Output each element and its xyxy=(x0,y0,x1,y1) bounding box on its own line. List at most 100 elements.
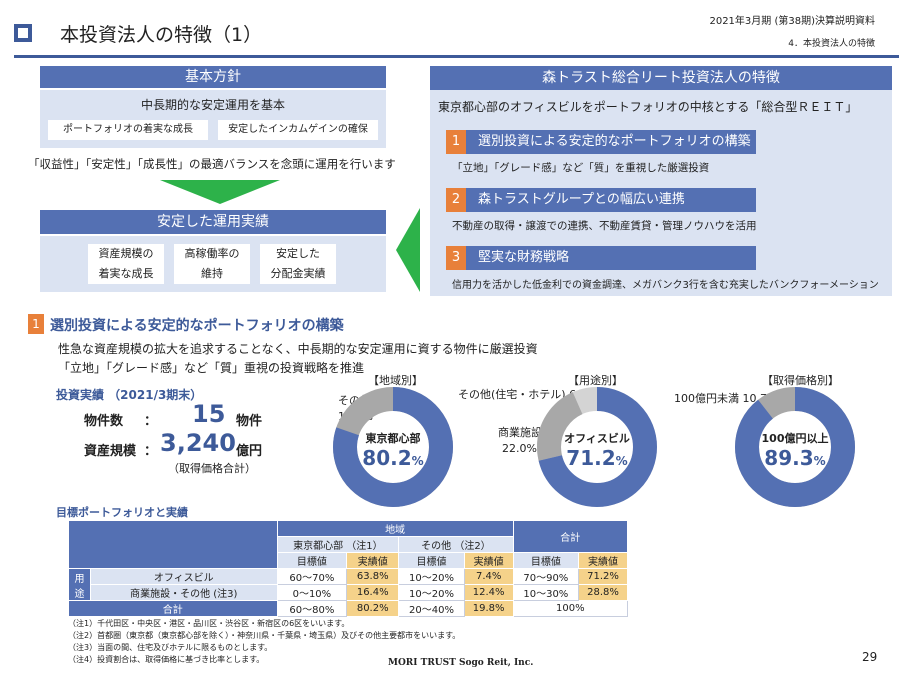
donut-region xyxy=(333,387,453,507)
table-cell: 0～10% xyxy=(276,584,348,601)
result-dividend: 安定した 分配金実績 xyxy=(260,244,336,284)
feature-1-desc: 「立地」「グレード感」など「質」を重視した厳選投資 xyxy=(452,162,710,174)
results-title: 投資実績 （2021/3期末） xyxy=(56,388,203,402)
result-occupancy-line2: 維持 xyxy=(201,267,223,280)
table-cell: 19.8% xyxy=(463,600,514,617)
table-cell: 100% xyxy=(512,600,629,617)
result-dividend-line2: 分配金実績 xyxy=(270,267,326,280)
donut-region-main-label: 東京都心部 xyxy=(365,432,421,445)
donut-region-main-arc xyxy=(333,387,453,507)
table-header-row1: 地域 合計 xyxy=(68,520,629,569)
donut-use-main-value: 71.2 xyxy=(566,446,616,470)
table-region-head: 地域 xyxy=(276,520,514,537)
donut-price-main-label: 100億円以上 xyxy=(761,432,829,445)
table-use-label: 用途 xyxy=(68,568,91,601)
section-label: 4．本投資法人の特徴 xyxy=(788,39,875,49)
result-asset-growth-line1: 資産規模の xyxy=(98,247,154,260)
features-panel: 東京都心部のオフィスビルをポートフォリオの中核とする「総合型ＲＥＩＴ」 1 選別… xyxy=(430,90,892,296)
donut-price-main-value: 89.3 xyxy=(764,446,814,470)
table-cell: 60～80% xyxy=(276,600,348,617)
table-cell: 16.4% xyxy=(346,584,400,601)
results-head: 安定した運用実績 xyxy=(40,210,386,234)
result-asset-growth-line2: 着実な成長 xyxy=(98,267,154,280)
donut-use-percent: % xyxy=(615,454,628,468)
donut-price-other-label: 100億円未満 10.7% xyxy=(674,392,778,405)
scale-colon: ： xyxy=(144,444,158,459)
feature-2: 2 森トラストグループとの幅広い連携 不動産の取得・譲渡での連携、不動産賃貸・管… xyxy=(446,188,757,233)
feature-3-title: 堅実な財務戦略 xyxy=(478,250,570,265)
table-cell: 20～40% xyxy=(398,600,465,617)
donut-use-commercial-arc xyxy=(537,387,657,507)
donut-price-main-arc xyxy=(735,387,855,507)
balance-text: 「収益性」「安定性」「成長性」の最適バランスを念頭に運用を行います xyxy=(28,157,396,171)
donut-use-other2-label: 商業施設 xyxy=(498,426,542,439)
table-cell: 12.4% xyxy=(463,584,514,601)
feature-2-number: 2 xyxy=(446,188,466,212)
features-lead: 東京都心部のオフィスビルをポートフォリオの中核とする「総合型ＲＥＩＴ」 xyxy=(438,100,858,114)
header-rule xyxy=(14,55,899,58)
basic-policy-panel: 中長期的な安定運用を基本 ポートフォリオの着実な成長 安定したインカムゲインの確… xyxy=(40,90,386,148)
feature-3: 3 堅実な財務戦略 信用力を活かした低金利での資金調達、メガバンク3行を含む充実… xyxy=(446,246,879,291)
down-arrow-icon xyxy=(160,180,280,204)
donut-price-percent: % xyxy=(813,454,826,468)
donut-use-main-arc xyxy=(537,387,657,507)
policy-box-income: 安定したインカムゲインの確保 xyxy=(218,120,378,140)
donut-use-other1-label: その他(住宅・ホテル) 6.8% xyxy=(458,388,598,401)
feature-1: 1 選別投資による安定的なポートフォリオの構築 「立地」「グレード感」など「質」… xyxy=(446,130,756,175)
table-actual-head: 実績値 xyxy=(578,552,628,569)
donut-use-title: 【用途別】 xyxy=(568,374,623,387)
feature-3-bar: 3 堅実な財務戦略 xyxy=(446,246,756,270)
feature-3-desc: 信用力を活かした低金利での資金調達、メガバンク3行を含む充実したバンクフォーメー… xyxy=(452,280,879,291)
count-unit: 物件 xyxy=(236,414,263,429)
feature-2-desc: 不動産の取得・譲渡での連携、不動産賃貸・管理ノウハウを活用 xyxy=(452,220,757,232)
table-other-head: その他 （注2） xyxy=(398,536,514,553)
feature-2-title: 森トラストグループとの幅広い連携 xyxy=(478,192,685,207)
result-occupancy: 高稼働率の 維持 xyxy=(174,244,250,284)
table-target-head: 目標値 xyxy=(276,552,348,569)
footer-company: MORI TRUST Sogo Reit, Inc. xyxy=(388,658,534,668)
note-4: （注4）投資割合は、取得価格に基づき比率とします。 xyxy=(68,655,265,664)
donut-use-other2-value: 22.0% xyxy=(502,442,537,455)
basic-policy-subtitle: 中長期的な安定運用を基本 xyxy=(140,98,285,112)
table-cell: 10～20% xyxy=(398,584,465,601)
scale-value: 3,240 xyxy=(160,429,236,457)
table-row: 用途 オフィスビル 60～70% 63.8% 10～20% 7.4% 70～90… xyxy=(68,568,628,601)
section1-heading: 選別投資による安定的なポートフォリオの構築 xyxy=(50,318,344,334)
table-cell: 80.2% xyxy=(346,600,400,617)
page-title: 本投資法人の特徴（1） xyxy=(60,24,263,46)
table-total-head: 合計 xyxy=(512,520,629,553)
table-cell: 60～70% xyxy=(276,568,348,585)
feature-2-bar: 2 森トラストグループとの幅広い連携 xyxy=(446,188,756,212)
donut-region-percent: % xyxy=(411,454,424,468)
count-label: 物件数 xyxy=(84,414,124,429)
donut-price xyxy=(735,387,855,507)
result-asset-growth: 資産規模の 着実な成長 xyxy=(88,244,164,284)
note-1: （注1）千代田区・中央区・港区・品川区・渋谷区・新宿区の6区をいいます。 xyxy=(68,619,350,628)
table-cell: 71.2% xyxy=(578,568,628,585)
donut-use-main-figure: 71.2% xyxy=(536,446,658,470)
fiscal-label: 2021年3月期 (第38期)決算説明資料 xyxy=(709,16,875,27)
donut-price-main-figure: 89.3% xyxy=(734,446,856,470)
donut-region-title: 【地域別】 xyxy=(368,374,423,387)
section1-number: 1 xyxy=(28,314,44,334)
features-head: 森トラスト総合リート投資法人の特徴 xyxy=(430,66,892,90)
table-title: 目標ポートフォリオと実績 xyxy=(56,506,188,519)
donut-region-main-figure: 80.2% xyxy=(332,446,454,470)
table-cell: 63.8% xyxy=(346,568,400,585)
donut-region-main-value: 80.2 xyxy=(362,446,412,470)
left-arrow-icon xyxy=(396,208,420,292)
table-cell: 10～30% xyxy=(512,584,580,601)
title-square-icon xyxy=(14,24,32,42)
table-tokyo-head: 東京都心部 （注1） xyxy=(276,536,400,553)
table-total-row: 合計 60～80% 80.2% 20～40% 19.8% 100% xyxy=(68,600,629,617)
feature-1-number: 1 xyxy=(446,130,466,154)
table-cell: 7.4% xyxy=(463,568,514,585)
table-target-head: 目標値 xyxy=(512,552,580,569)
feature-3-number: 3 xyxy=(446,246,466,270)
table-row-label: 商業施設・その他 (注3) xyxy=(90,584,278,601)
feature-1-bar: 1 選別投資による安定的なポートフォリオの構築 xyxy=(446,130,756,154)
section1-line2: 「立地」「グレード感」など「質」重視の投資戦略を推進 xyxy=(58,361,365,375)
donut-use xyxy=(537,387,657,507)
result-occupancy-line1: 高稼働率の xyxy=(184,247,240,260)
table-target-head: 目標値 xyxy=(398,552,465,569)
